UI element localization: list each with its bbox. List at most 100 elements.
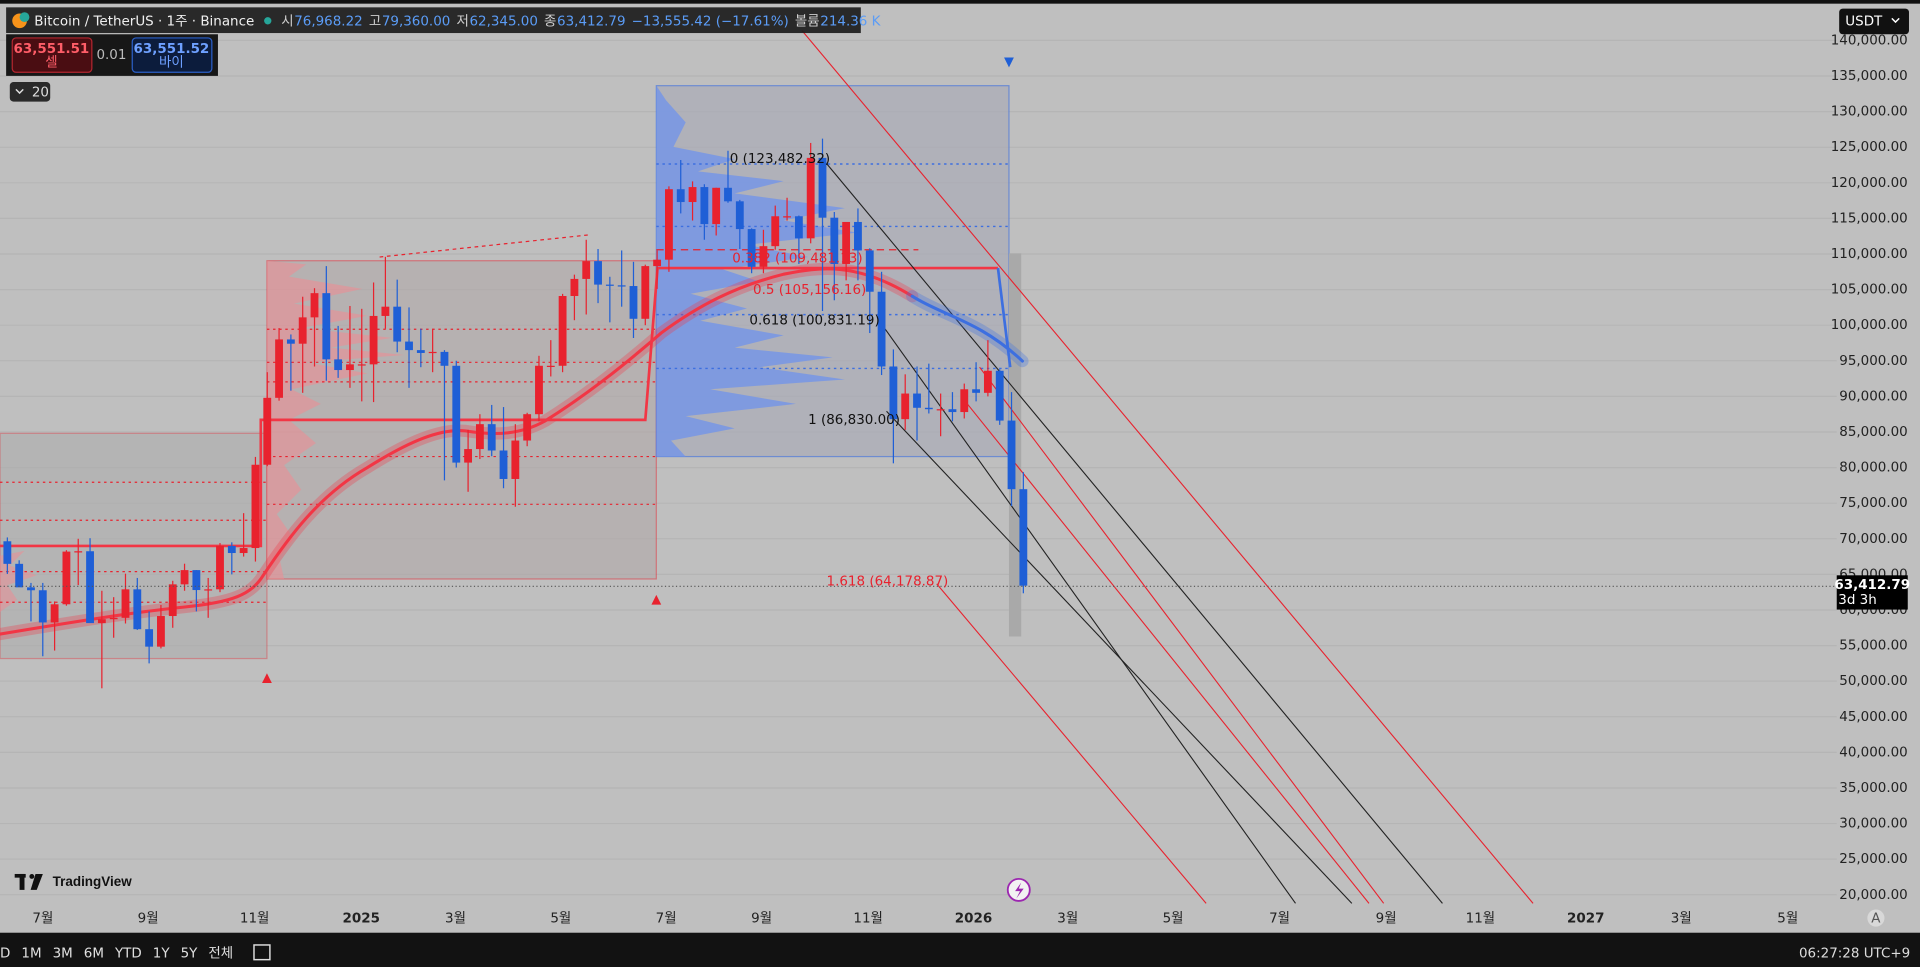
x-tick-label: 5월 <box>1777 911 1798 927</box>
chevron <box>1891 17 1900 24</box>
sell-button[interactable] <box>11 37 93 73</box>
marker <box>1004 57 1014 68</box>
x-tick-label: 7월 <box>656 911 677 927</box>
logo-text: TradingView <box>53 874 133 889</box>
candle-body <box>972 389 981 393</box>
moving-average <box>0 262 1029 641</box>
buy-price[interactable]: 63,551.52 <box>134 42 210 57</box>
candle-body <box>168 584 177 617</box>
y-tick-label: 110,000.00 <box>1831 247 1908 262</box>
indicator-count[interactable]: 20 <box>32 85 49 100</box>
candle-body <box>936 409 945 411</box>
candle-body <box>854 221 862 251</box>
range-button[interactable]: YTD <box>114 947 142 962</box>
candle-body <box>440 351 449 366</box>
candle-body <box>806 157 815 239</box>
auto-scale-label[interactable]: A <box>1871 912 1881 927</box>
volume-profile <box>656 85 858 457</box>
fib-label: 0.5 (105,156.16) <box>753 283 866 298</box>
candle-body <box>428 351 437 354</box>
y-tick-label: 55,000.00 <box>1839 639 1907 654</box>
candle-body <box>735 201 744 230</box>
sell-label[interactable]: 셀 <box>45 54 57 70</box>
candle-body <box>322 293 331 360</box>
candle-body <box>983 370 992 393</box>
x-tick-label: 2025 <box>342 912 379 927</box>
top-border <box>0 0 1920 4</box>
candles <box>3 138 1028 689</box>
currency-button[interactable] <box>1839 8 1909 35</box>
candle-body <box>310 293 319 318</box>
candle-body <box>499 450 508 479</box>
range-button[interactable]: 1M <box>21 947 41 962</box>
currency[interactable]: USDT <box>1845 14 1883 29</box>
candle-body <box>605 284 614 286</box>
header-bar <box>6 7 861 34</box>
candle-body <box>227 545 236 554</box>
symbol-name: Bitcoin / TetherUS · 1주 · Binance <box>34 14 254 29</box>
candle-body <box>629 286 638 319</box>
x-tick-label: 11월 <box>240 911 270 927</box>
candle-body <box>145 629 154 647</box>
candle-body <box>842 221 851 264</box>
x-tick-label: 11월 <box>1466 911 1496 927</box>
buy-button[interactable] <box>131 37 213 73</box>
buy-label[interactable]: 바이 <box>159 54 184 70</box>
x-tick-label: 2027 <box>1567 912 1604 927</box>
candle-body <box>38 590 47 623</box>
candle-body <box>464 449 473 463</box>
y-tick-label: 140,000.00 <box>1831 33 1908 48</box>
volume-value: 214.36 K <box>820 14 881 29</box>
candle-body <box>724 187 732 202</box>
candle-body <box>523 414 532 441</box>
symbol-icon <box>19 12 30 23</box>
x-tick-label: 9월 <box>1376 911 1397 927</box>
candle-body <box>109 617 118 620</box>
volume-label: 볼륨 <box>795 13 820 29</box>
range-button[interactable]: 전체 <box>208 946 233 962</box>
goto-date-icon[interactable] <box>253 944 271 961</box>
ma-line <box>910 294 1024 363</box>
candle-body <box>783 216 791 218</box>
logo-mark <box>30 873 43 890</box>
candle-body <box>1007 420 1016 490</box>
ohlc-value: 62,345.00 <box>469 14 537 29</box>
ohlc-label: 고 <box>369 14 381 29</box>
candle-body <box>877 291 886 367</box>
x-tick-label: 5월 <box>1163 911 1184 927</box>
bar-countdown: 3d 3h <box>1838 593 1876 608</box>
ohlc-label: 종 <box>544 14 556 29</box>
candle-body <box>688 187 697 203</box>
x-tick-label: 3월 <box>1671 911 1692 927</box>
y-tick-label: 70,000.00 <box>1839 532 1907 547</box>
last-price: 63,412.79 <box>1834 578 1910 593</box>
candle-body <box>216 545 224 590</box>
sell-price[interactable]: 63,551.51 <box>14 42 90 57</box>
range-button[interactable]: D <box>0 947 10 962</box>
indicator-toggle[interactable] <box>9 82 51 102</box>
ohlc-label: 저 <box>456 13 468 29</box>
range-button[interactable]: 3M <box>53 947 73 962</box>
y-tick-label: 80,000.00 <box>1839 461 1907 476</box>
range-button[interactable]: 6M <box>84 947 104 962</box>
trend-line <box>801 30 1534 904</box>
candle-body <box>889 366 898 420</box>
range-button[interactable]: 1Y <box>153 947 171 962</box>
candle-body <box>641 266 650 319</box>
candle-body <box>759 246 768 267</box>
y-tick-label: 75,000.00 <box>1839 496 1907 511</box>
marker <box>262 673 272 684</box>
logo: TradingView <box>14 873 133 890</box>
auto-scale-button[interactable] <box>1867 909 1885 927</box>
candle-body <box>535 365 543 415</box>
candle-body <box>924 407 933 410</box>
range-button[interactable]: 5Y <box>181 947 199 962</box>
candle-body <box>487 424 496 451</box>
fib-label: 0.618 (100,831.19) <box>749 314 879 329</box>
candle-body <box>405 341 413 351</box>
fib-label: 1 (86,830.00) <box>808 413 900 428</box>
candle-body <box>475 424 484 450</box>
candle-body <box>286 339 295 344</box>
